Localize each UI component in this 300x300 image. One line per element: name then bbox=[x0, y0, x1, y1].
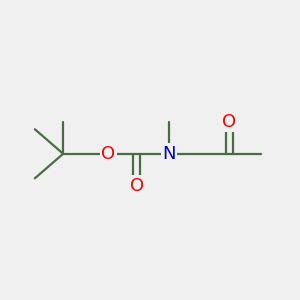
Text: O: O bbox=[101, 145, 116, 163]
Text: O: O bbox=[130, 177, 144, 195]
Text: N: N bbox=[162, 145, 175, 163]
Text: O: O bbox=[222, 113, 236, 131]
